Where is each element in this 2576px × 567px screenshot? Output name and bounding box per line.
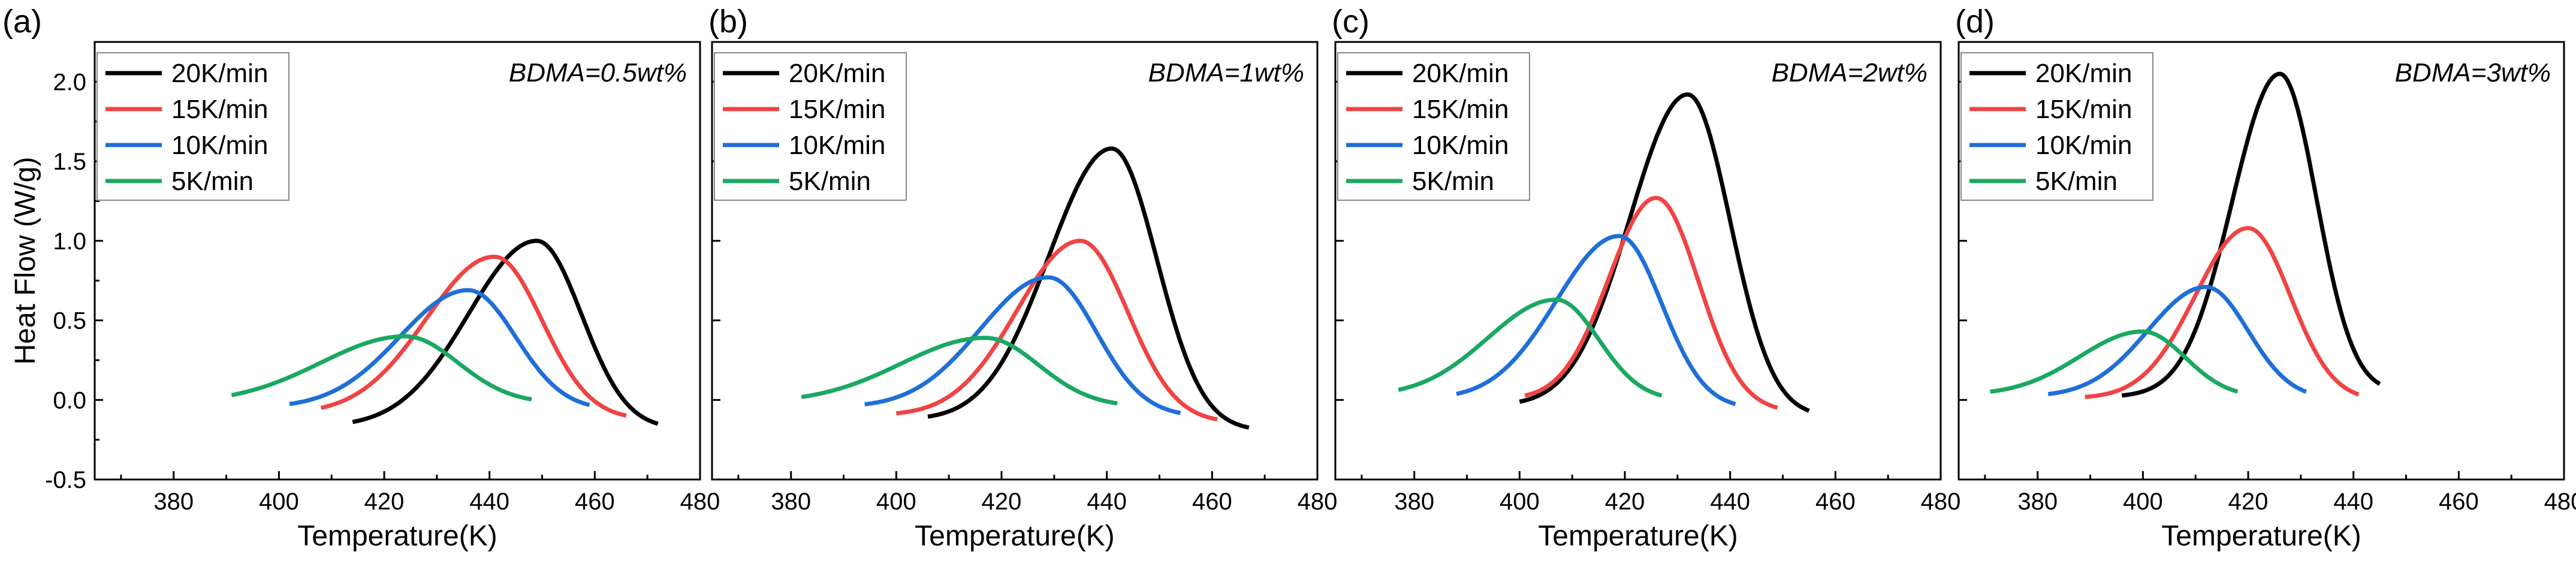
x-tick-label: 400 (2123, 488, 2163, 515)
series-line-5kmin (1990, 329, 2239, 394)
annotation: BDMA=0.5wt% (509, 58, 687, 88)
plot-frame (93, 41, 701, 481)
x-axis-title: Temperature(K) (915, 520, 1114, 552)
x-tick-label: 460 (1192, 488, 1232, 515)
series-line-15kmin (320, 254, 627, 418)
series-line-20kmin (2121, 71, 2381, 398)
x-axis-title: Temperature(K) (297, 520, 497, 552)
y-tick-label: 1.0 (53, 228, 86, 255)
plot-frame (711, 41, 1319, 481)
x-tick-label: 460 (575, 488, 615, 515)
legend-label: 5K/min (789, 167, 871, 196)
x-tick-label: 420 (1605, 488, 1645, 515)
panel-2: 380 400 420 440 460 480 Temperature(K) (b) BDMA=… (708, 4, 1337, 552)
series-line-15kmin (1524, 195, 1778, 410)
legend-label: 20K/min (1412, 59, 1509, 88)
legend-label: 15K/min (1412, 95, 1509, 124)
legend-label: 10K/min (2035, 131, 2132, 160)
x-tick-label: 380 (771, 488, 811, 515)
x-tick-label: 480 (1298, 488, 1338, 515)
x-tick-label: 440 (2333, 488, 2373, 515)
legend-label: 20K/min (789, 59, 885, 88)
panel-4: 380 400 420 440 460 480 Temperature(K) (d) BDMA=… (1955, 4, 2576, 552)
series-line-10kmin (2047, 285, 2307, 396)
panel-label: (c) (1332, 4, 1370, 40)
series-line-20kmin (1519, 92, 1810, 413)
x-tick-label: 440 (469, 488, 509, 515)
series-line-20kmin (927, 146, 1250, 430)
legend (714, 52, 907, 201)
series-line-20kmin (352, 239, 659, 426)
x-tick-label: 380 (153, 488, 194, 515)
legend-label: 5K/min (2035, 167, 2117, 196)
legend-label: 10K/min (1412, 131, 1509, 160)
series-line-5kmin (231, 334, 532, 402)
annotation: BDMA=1wt% (1148, 58, 1304, 88)
y-axis-title: Heat Flow (W/g) (10, 157, 41, 365)
x-tick-label: 420 (2228, 488, 2269, 515)
series-line-10kmin (1456, 234, 1736, 406)
panel-3: 380 400 420 440 460 480 Temperature(K) (c) BDMA=… (1332, 4, 1960, 552)
y-tick-label: 0.0 (53, 387, 86, 414)
x-tick-label: 480 (680, 488, 720, 515)
legend-label: 20K/min (171, 59, 268, 88)
x-tick-label: 460 (1815, 488, 1856, 515)
annotation: BDMA=3wt% (2395, 58, 2551, 88)
x-tick-label: 380 (1394, 488, 1434, 515)
x-axis-title: Temperature(K) (1538, 520, 1738, 552)
legend-label: 20K/min (2035, 59, 2132, 88)
legend (96, 52, 289, 201)
panel-label: (d) (1955, 4, 1995, 40)
series-line-5kmin (801, 336, 1118, 406)
x-tick-label: 420 (364, 488, 405, 515)
series-line-10kmin (289, 288, 590, 407)
legend (1337, 52, 1530, 201)
x-tick-label: 480 (1921, 488, 1961, 515)
x-tick-label: 400 (876, 488, 916, 515)
series-line-5kmin (1398, 297, 1663, 398)
series-line-15kmin (2085, 226, 2360, 399)
y-tick-label: 0.5 (53, 308, 86, 334)
x-tick-label: 440 (1710, 488, 1750, 515)
panel-label: (a) (2, 4, 42, 40)
x-tick-label: 420 (982, 488, 1022, 515)
panel-1: 380 400 420 440 460 480 -0.5 0.0 0.5 1.0 1.5 2.0 Tem… (2, 4, 720, 552)
panel-label: (b) (708, 4, 748, 40)
legend-label: 5K/min (1412, 167, 1494, 196)
series-line-10kmin (864, 275, 1181, 415)
legend-label: 10K/min (171, 131, 268, 160)
x-tick-label: 380 (2017, 488, 2058, 515)
legend-label: 10K/min (789, 131, 885, 160)
annotation: BDMA=2wt% (1772, 58, 1928, 88)
x-tick-label: 480 (2544, 488, 2576, 515)
legend (1960, 52, 2153, 201)
x-tick-label: 400 (1500, 488, 1540, 515)
legend-label: 15K/min (2035, 95, 2132, 124)
x-axis-title: Temperature(K) (2161, 520, 2361, 552)
series-line-15kmin (896, 239, 1218, 422)
x-tick-label: 460 (2439, 488, 2479, 515)
legend-label: 5K/min (171, 167, 254, 196)
x-tick-label: 440 (1087, 488, 1127, 515)
legend-label: 15K/min (789, 95, 885, 124)
legend-label: 15K/min (171, 95, 268, 124)
plot-frame (1334, 41, 1942, 481)
x-tick-label: 400 (259, 488, 299, 515)
y-tick-label: 2.0 (53, 69, 86, 95)
y-tick-label: 1.5 (53, 149, 86, 175)
y-tick-label: -0.5 (45, 467, 86, 493)
plot-frame (1957, 41, 2565, 481)
